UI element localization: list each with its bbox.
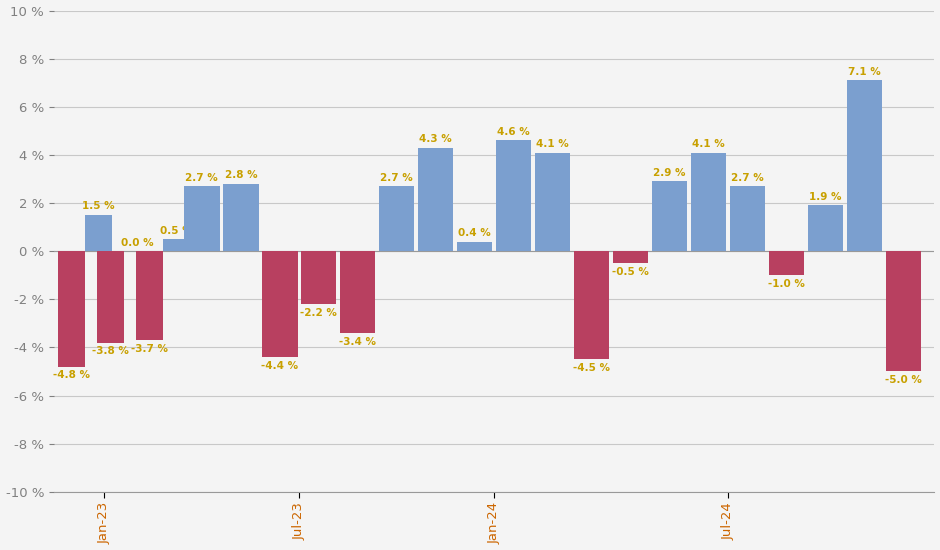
Text: 1.5 %: 1.5 % xyxy=(83,201,115,211)
Bar xyxy=(573,251,609,360)
Bar xyxy=(418,148,453,251)
Bar xyxy=(847,80,882,251)
Text: 4.1 %: 4.1 % xyxy=(692,139,725,149)
Text: -1.0 %: -1.0 % xyxy=(768,279,805,289)
Text: -0.5 %: -0.5 % xyxy=(612,267,649,277)
Text: 2.7 %: 2.7 % xyxy=(731,173,764,183)
Text: 2.7 %: 2.7 % xyxy=(185,173,218,183)
Bar xyxy=(496,140,531,251)
Text: -4.8 %: -4.8 % xyxy=(53,370,90,380)
Text: 4.6 %: 4.6 % xyxy=(497,127,530,137)
Text: -3.4 %: -3.4 % xyxy=(339,337,376,346)
Bar xyxy=(651,182,687,251)
Bar xyxy=(223,184,259,251)
Bar xyxy=(807,206,843,251)
Bar xyxy=(97,251,124,343)
Text: 2.9 %: 2.9 % xyxy=(653,168,685,178)
Text: -3.7 %: -3.7 % xyxy=(131,344,167,354)
Text: -3.8 %: -3.8 % xyxy=(92,346,129,356)
Bar xyxy=(457,241,493,251)
Bar xyxy=(535,152,571,251)
Bar xyxy=(135,251,163,340)
Text: 2.8 %: 2.8 % xyxy=(225,170,258,180)
Text: -4.5 %: -4.5 % xyxy=(573,363,610,373)
Text: 0.0 %: 0.0 % xyxy=(121,238,154,248)
Bar xyxy=(379,186,415,251)
Bar xyxy=(885,251,921,371)
Text: -2.2 %: -2.2 % xyxy=(300,307,337,318)
Text: 1.9 %: 1.9 % xyxy=(809,192,841,202)
Text: 7.1 %: 7.1 % xyxy=(848,67,881,76)
Text: 4.3 %: 4.3 % xyxy=(419,134,452,144)
Bar xyxy=(57,251,85,367)
Text: -5.0 %: -5.0 % xyxy=(885,375,922,385)
Bar xyxy=(613,251,649,263)
Bar xyxy=(163,239,190,251)
Text: 2.7 %: 2.7 % xyxy=(381,173,413,183)
Bar xyxy=(340,251,375,333)
Bar xyxy=(262,251,298,357)
Bar xyxy=(301,251,337,304)
Bar xyxy=(769,251,804,275)
Text: 4.1 %: 4.1 % xyxy=(536,139,569,149)
Bar xyxy=(691,152,727,251)
Text: 0.5 %: 0.5 % xyxy=(160,226,193,235)
Bar xyxy=(85,215,112,251)
Bar xyxy=(729,186,765,251)
Text: 0.4 %: 0.4 % xyxy=(459,228,491,238)
Text: -4.4 %: -4.4 % xyxy=(261,361,298,371)
Bar xyxy=(184,186,220,251)
